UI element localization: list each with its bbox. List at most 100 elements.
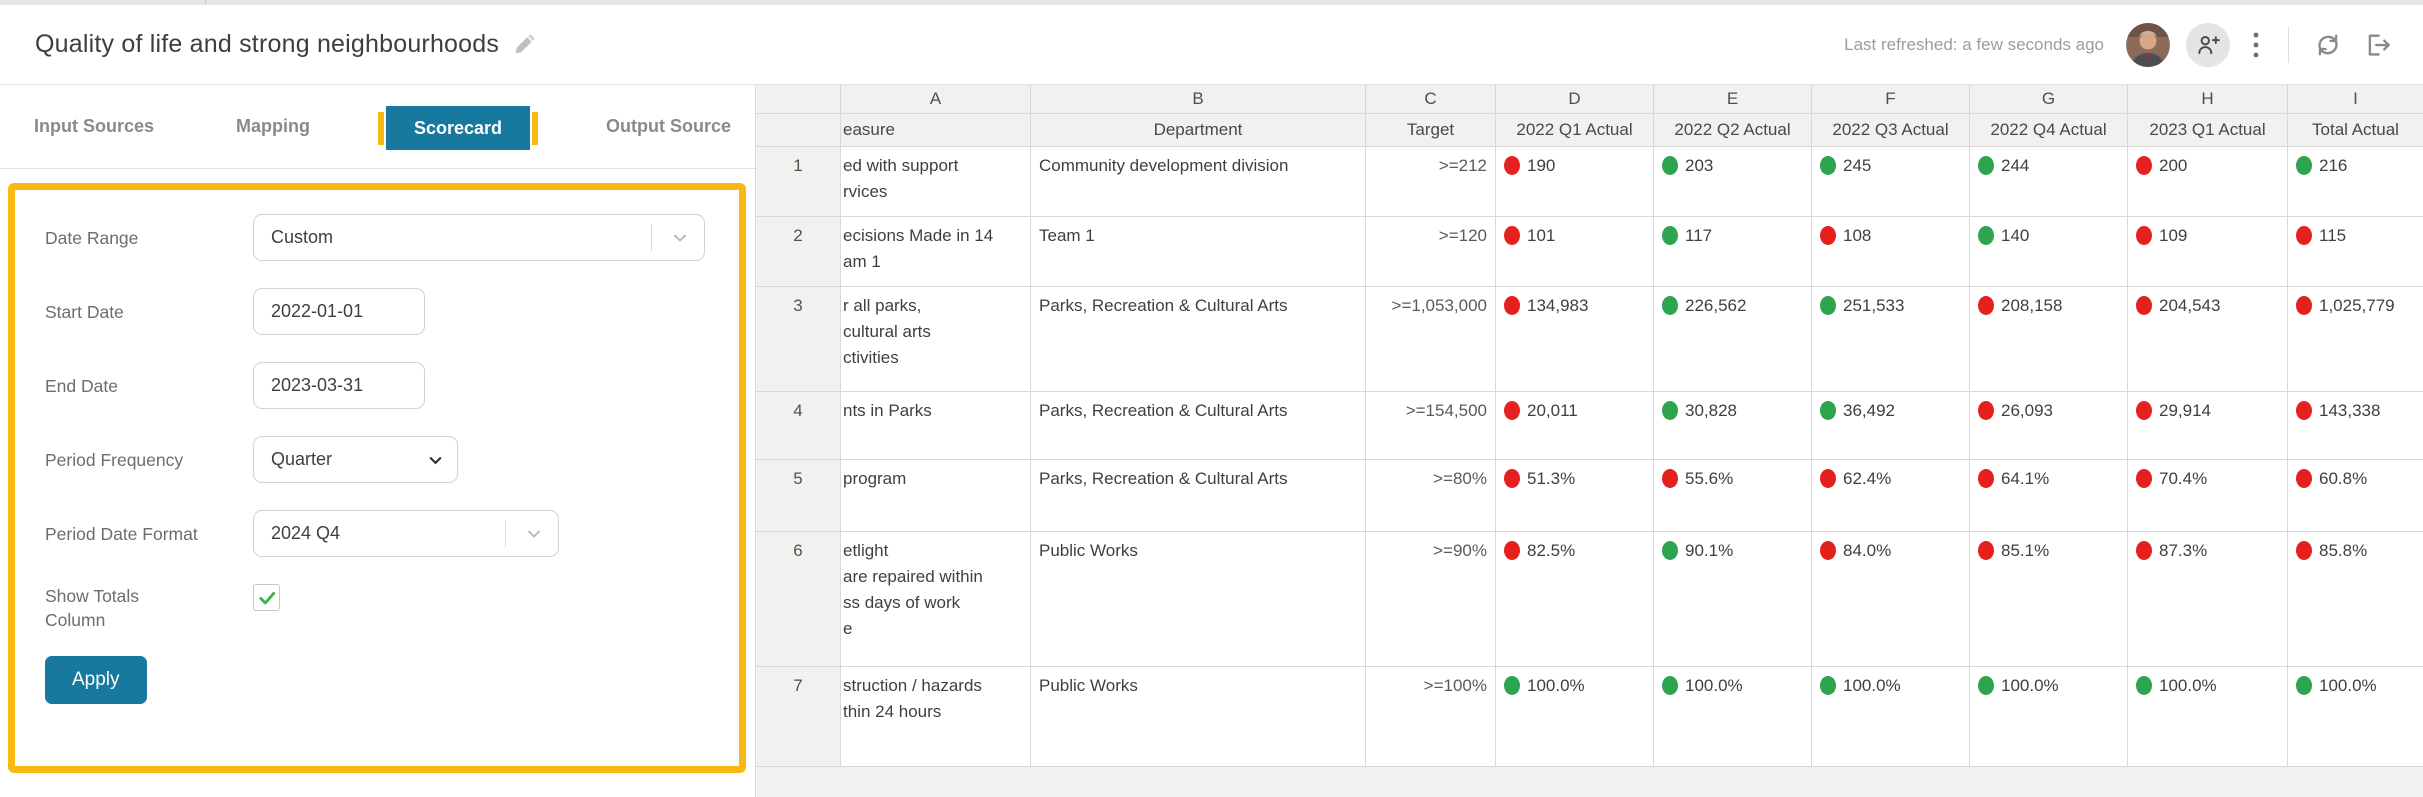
actual-value-cell[interactable]: 1,025,779 <box>2288 287 2423 391</box>
actual-value-cell[interactable]: 30,828 <box>1654 392 1812 459</box>
actual-value-cell[interactable]: 29,914 <box>2128 392 2288 459</box>
actual-value-cell[interactable]: 204,543 <box>2128 287 2288 391</box>
actual-value-cell[interactable]: 245 <box>1812 147 1970 216</box>
actual-value-cell[interactable]: 84.0% <box>1812 532 1970 666</box>
column-header[interactable]: Total Actual <box>2288 114 2423 146</box>
actual-value-cell[interactable]: 26,093 <box>1970 392 2128 459</box>
column-letter-F[interactable]: F <box>1812 85 1970 113</box>
measure-cell[interactable]: nts in Parks <box>841 392 1031 459</box>
row-number[interactable]: 3 <box>756 287 841 391</box>
actual-value-cell[interactable]: 244 <box>1970 147 2128 216</box>
apply-button[interactable]: Apply <box>45 656 147 704</box>
measure-cell[interactable]: program <box>841 460 1031 531</box>
column-header[interactable]: easure <box>841 114 1031 146</box>
actual-value-cell[interactable]: 190 <box>1496 147 1654 216</box>
actual-value-cell[interactable]: 216 <box>2288 147 2423 216</box>
department-cell[interactable]: Parks, Recreation & Cultural Arts <box>1031 287 1366 391</box>
column-letter-G[interactable]: G <box>1970 85 2128 113</box>
actual-value-cell[interactable]: 60.8% <box>2288 460 2423 531</box>
actual-value-cell[interactable]: 20,011 <box>1496 392 1654 459</box>
actual-value-cell[interactable]: 85.1% <box>1970 532 2128 666</box>
actual-value-cell[interactable]: 140 <box>1970 217 2128 286</box>
end-date-input[interactable] <box>253 362 425 409</box>
show-totals-checkbox[interactable] <box>253 584 280 611</box>
column-header[interactable]: 2022 Q3 Actual <box>1812 114 1970 146</box>
actual-value-cell[interactable]: 100.0% <box>2128 667 2288 766</box>
column-letter-B[interactable]: B <box>1031 85 1366 113</box>
actual-value-cell[interactable]: 115 <box>2288 217 2423 286</box>
column-letter-E[interactable]: E <box>1654 85 1812 113</box>
actual-value-cell[interactable]: 90.1% <box>1654 532 1812 666</box>
department-cell[interactable]: Public Works <box>1031 532 1366 666</box>
column-letter-A[interactable]: A <box>841 85 1031 113</box>
period-frequency-select[interactable]: Quarter <box>253 436 458 483</box>
tab-mapping[interactable]: Mapping <box>235 116 310 136</box>
period-date-format-combobox[interactable]: 2024 Q4 <box>253 510 559 557</box>
measure-cell[interactable]: struction / hazards thin 24 hours <box>841 667 1031 766</box>
date-range-combobox[interactable]: Custom <box>253 214 705 261</box>
actual-value-cell[interactable]: 100.0% <box>1654 667 1812 766</box>
column-header[interactable]: 2022 Q2 Actual <box>1654 114 1812 146</box>
sheet-footer-strip[interactable] <box>756 767 2423 797</box>
row-number[interactable]: 2 <box>756 217 841 286</box>
start-date-input[interactable] <box>253 288 425 335</box>
refresh-sync-icon[interactable] <box>2311 28 2345 62</box>
row-number[interactable]: 7 <box>756 667 841 766</box>
department-cell[interactable]: Parks, Recreation & Cultural Arts <box>1031 392 1366 459</box>
department-cell[interactable]: Community development division <box>1031 147 1366 216</box>
department-cell[interactable]: Parks, Recreation & Cultural Arts <box>1031 460 1366 531</box>
actual-value-cell[interactable]: 100.0% <box>1812 667 1970 766</box>
measure-cell[interactable]: ecisions Made in 14 am 1 <box>841 217 1031 286</box>
actual-value-cell[interactable]: 100.0% <box>1496 667 1654 766</box>
kebab-menu-icon[interactable] <box>2246 26 2266 64</box>
column-header[interactable]: Department <box>1031 114 1366 146</box>
column-letter-C[interactable]: C <box>1366 85 1496 113</box>
actual-value-cell[interactable]: 208,158 <box>1970 287 2128 391</box>
share-invite-button[interactable] <box>2186 22 2230 67</box>
actual-value-cell[interactable]: 87.3% <box>2128 532 2288 666</box>
actual-value-cell[interactable]: 226,562 <box>1654 287 1812 391</box>
actual-value-cell[interactable]: 36,492 <box>1812 392 1970 459</box>
measure-cell[interactable]: r all parks, cultural arts ctivities <box>841 287 1031 391</box>
actual-value-cell[interactable]: 82.5% <box>1496 532 1654 666</box>
column-letter-H[interactable]: H <box>2128 85 2288 113</box>
target-cell[interactable]: >=120 <box>1366 217 1496 286</box>
target-cell[interactable]: >=154,500 <box>1366 392 1496 459</box>
export-icon[interactable] <box>2361 28 2395 62</box>
department-cell[interactable]: Team 1 <box>1031 217 1366 286</box>
header-corner-cell[interactable] <box>756 114 841 146</box>
column-letter-I[interactable]: I <box>2288 85 2423 113</box>
actual-value-cell[interactable]: 101 <box>1496 217 1654 286</box>
measure-cell[interactable]: ed with support rvices <box>841 147 1031 216</box>
tab-input-sources[interactable]: Input Sources <box>34 116 155 136</box>
actual-value-cell[interactable]: 100.0% <box>1970 667 2128 766</box>
actual-value-cell[interactable]: 143,338 <box>2288 392 2423 459</box>
target-cell[interactable]: >=90% <box>1366 532 1496 666</box>
actual-value-cell[interactable]: 70.4% <box>2128 460 2288 531</box>
actual-value-cell[interactable]: 51.3% <box>1496 460 1654 531</box>
target-cell[interactable]: >=212 <box>1366 147 1496 216</box>
actual-value-cell[interactable]: 134,983 <box>1496 287 1654 391</box>
corner-cell[interactable] <box>756 85 841 113</box>
actual-value-cell[interactable]: 117 <box>1654 217 1812 286</box>
column-header[interactable]: 2022 Q4 Actual <box>1970 114 2128 146</box>
actual-value-cell[interactable]: 109 <box>2128 217 2288 286</box>
tab-output-source[interactable]: Output Source <box>605 116 731 136</box>
avatar[interactable] <box>2126 22 2170 67</box>
column-header[interactable]: Target <box>1366 114 1496 146</box>
target-cell[interactable]: >=80% <box>1366 460 1496 531</box>
row-number[interactable]: 1 <box>756 147 841 216</box>
column-header[interactable]: 2022 Q1 Actual <box>1496 114 1654 146</box>
actual-value-cell[interactable]: 100.0% <box>2288 667 2423 766</box>
actual-value-cell[interactable]: 200 <box>2128 147 2288 216</box>
column-header[interactable]: 2023 Q1 Actual <box>2128 114 2288 146</box>
edit-title-pencil-icon[interactable] <box>513 34 535 56</box>
row-number[interactable]: 6 <box>756 532 841 666</box>
target-cell[interactable]: >=100% <box>1366 667 1496 766</box>
tab-scorecard[interactable]: Scorecard <box>383 104 533 152</box>
department-cell[interactable]: Public Works <box>1031 667 1366 766</box>
measure-cell[interactable]: etlight are repaired within ss days of wor… <box>841 532 1031 666</box>
actual-value-cell[interactable]: 64.1% <box>1970 460 2128 531</box>
actual-value-cell[interactable]: 55.6% <box>1654 460 1812 531</box>
actual-value-cell[interactable]: 251,533 <box>1812 287 1970 391</box>
